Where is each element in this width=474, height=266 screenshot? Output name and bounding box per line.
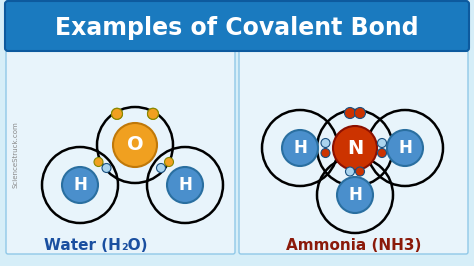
Circle shape	[377, 139, 386, 148]
Circle shape	[282, 130, 318, 166]
Circle shape	[346, 167, 355, 176]
Circle shape	[337, 177, 373, 213]
Text: ScienceStruck.com: ScienceStruck.com	[12, 122, 18, 188]
Text: H: H	[293, 139, 307, 157]
Circle shape	[113, 123, 157, 167]
FancyBboxPatch shape	[5, 1, 469, 51]
Circle shape	[387, 130, 423, 166]
Circle shape	[62, 167, 98, 203]
FancyBboxPatch shape	[6, 50, 235, 254]
Circle shape	[321, 139, 330, 148]
Circle shape	[355, 107, 365, 118]
Text: Ammonia (NH3): Ammonia (NH3)	[286, 238, 422, 252]
Circle shape	[94, 157, 103, 167]
Circle shape	[147, 108, 158, 119]
Text: H: H	[73, 176, 87, 194]
Circle shape	[164, 157, 173, 167]
Text: O: O	[127, 135, 143, 155]
Circle shape	[333, 126, 377, 170]
Text: Examples of Covalent Bond: Examples of Covalent Bond	[55, 16, 419, 40]
Circle shape	[321, 148, 330, 157]
Text: ₂O): ₂O)	[121, 238, 147, 252]
FancyBboxPatch shape	[239, 50, 468, 254]
Text: H: H	[178, 176, 192, 194]
Circle shape	[377, 148, 386, 157]
Text: H: H	[348, 186, 362, 204]
Text: H: H	[398, 139, 412, 157]
Circle shape	[147, 108, 158, 119]
Text: N: N	[347, 139, 363, 157]
Circle shape	[102, 164, 111, 172]
Circle shape	[111, 108, 122, 119]
Circle shape	[356, 167, 365, 176]
Circle shape	[167, 167, 203, 203]
Circle shape	[111, 108, 122, 119]
Circle shape	[345, 107, 356, 118]
Text: Water (H: Water (H	[44, 238, 121, 252]
Circle shape	[156, 164, 165, 172]
